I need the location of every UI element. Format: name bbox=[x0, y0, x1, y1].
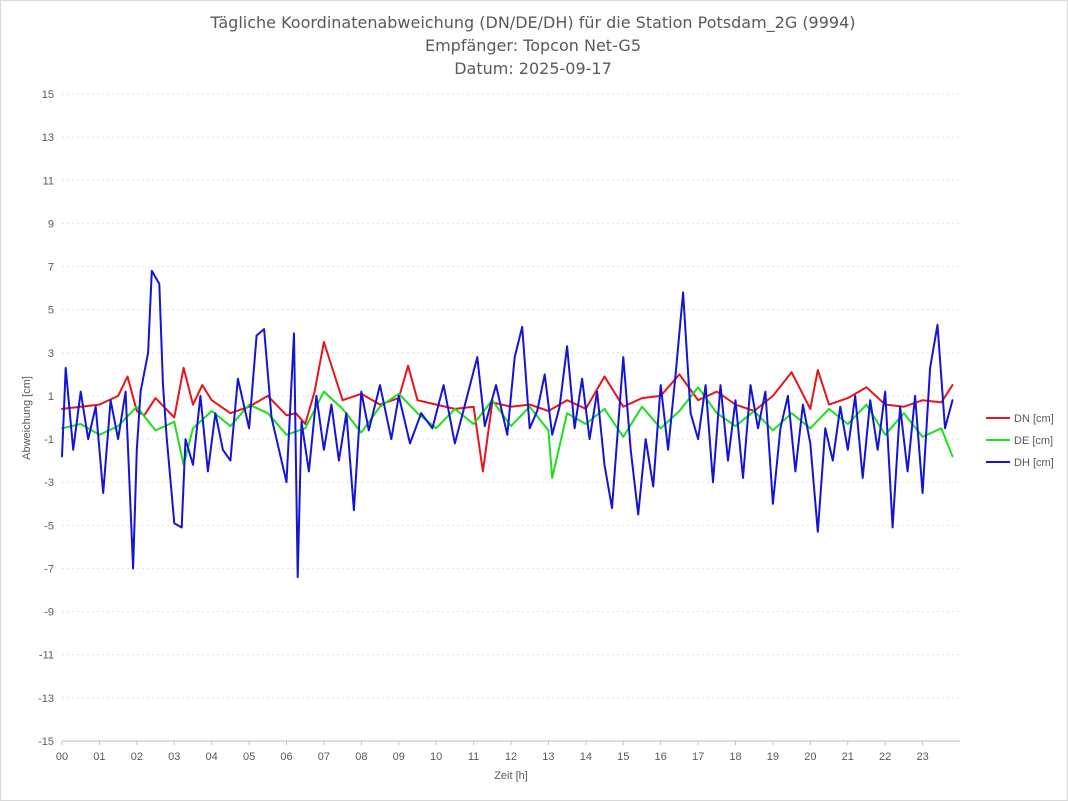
legend-label: DN [cm] bbox=[1014, 413, 1054, 425]
y-tick-label: -9 bbox=[44, 607, 54, 619]
x-axis-ticks: 00 01 02 03 04 05 06 07 08 09 10 11 12 13 14 15 16 17 18 19… bbox=[56, 741, 929, 763]
x-tick-label: 15 bbox=[617, 751, 629, 763]
series-line-dh bbox=[61, 269, 954, 579]
y-tick-label: 7 bbox=[48, 262, 54, 274]
x-tick-label: 01 bbox=[93, 751, 105, 763]
x-tick-label: 23 bbox=[916, 751, 928, 763]
x-tick-label: 22 bbox=[879, 751, 891, 763]
x-tick-label: 08 bbox=[355, 751, 367, 763]
legend: DN [cm] DE [cm] DH [cm] bbox=[986, 413, 1054, 469]
x-tick-label: 14 bbox=[580, 751, 592, 763]
y-tick-label: -7 bbox=[44, 563, 54, 575]
x-tick-label: 00 bbox=[56, 751, 68, 763]
x-tick-label: 21 bbox=[842, 751, 854, 763]
series-line-de bbox=[61, 386, 954, 479]
x-tick-label: 07 bbox=[318, 751, 330, 763]
x-tick-label: 02 bbox=[131, 751, 143, 763]
x-tick-label: 17 bbox=[692, 751, 704, 763]
chart-title-line-1: Tägliche Koordinatenabweichung (DN/DE/DH… bbox=[209, 13, 855, 33]
y-axis-ticks: 15 13 11 9 7 5 3 1 -1 -3 -5 -7 -9 -11 -13 -15 bbox=[38, 89, 54, 748]
y-tick-label: 9 bbox=[48, 218, 54, 230]
chart-title: Tägliche Koordinatenabweichung (DN/DE/DH… bbox=[209, 13, 855, 78]
x-tick-label: 13 bbox=[542, 751, 554, 763]
data-series bbox=[61, 269, 954, 579]
y-tick-label: 15 bbox=[42, 89, 54, 101]
x-tick-label: 16 bbox=[655, 751, 667, 763]
y-tick-label: 11 bbox=[43, 175, 54, 187]
y-tick-label: -13 bbox=[38, 693, 54, 705]
x-tick-label: 06 bbox=[280, 751, 292, 763]
series-line-dn bbox=[61, 341, 954, 473]
x-tick-label: 05 bbox=[243, 751, 255, 763]
x-tick-label: 04 bbox=[206, 751, 218, 763]
y-tick-label: -3 bbox=[44, 477, 54, 489]
x-tick-label: 11 bbox=[468, 751, 479, 763]
x-tick-label: 10 bbox=[430, 751, 442, 763]
y-tick-label: 3 bbox=[48, 348, 54, 360]
x-axis-label: Zeit [h] bbox=[494, 770, 528, 782]
x-tick-label: 09 bbox=[393, 751, 405, 763]
x-tick-label: 12 bbox=[505, 751, 517, 763]
legend-label: DH [cm] bbox=[1014, 457, 1054, 469]
legend-label: DE [cm] bbox=[1014, 435, 1053, 447]
y-tick-label: -1 bbox=[44, 434, 54, 446]
chart-title-line-2: Empfänger: Topcon Net-G5 bbox=[425, 36, 641, 55]
y-axis-label: Abweichung [cm] bbox=[21, 376, 33, 460]
chart-title-line-3: Datum: 2025-09-17 bbox=[454, 59, 612, 78]
x-tick-label: 20 bbox=[804, 751, 816, 763]
y-tick-label: 5 bbox=[48, 305, 54, 317]
x-tick-label: 18 bbox=[729, 751, 741, 763]
x-tick-label: 19 bbox=[767, 751, 779, 763]
y-tick-label: -5 bbox=[44, 520, 54, 532]
y-tick-label: -15 bbox=[38, 736, 54, 748]
x-tick-label: 03 bbox=[168, 751, 180, 763]
y-tick-label: 1 bbox=[48, 391, 54, 403]
y-tick-label: 13 bbox=[42, 132, 54, 144]
y-tick-label: -11 bbox=[39, 650, 54, 662]
